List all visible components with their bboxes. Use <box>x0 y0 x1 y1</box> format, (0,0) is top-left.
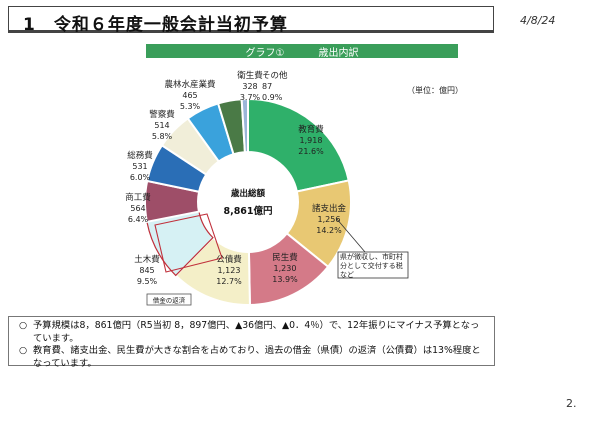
slice-value-label: 1,123 <box>218 266 241 275</box>
slice-percent-label: 21.6% <box>298 147 324 156</box>
slice-percent-label: 3.7% <box>240 93 261 102</box>
unit-label: （単位：億円） <box>407 86 463 95</box>
slice-name-label: 土木費 <box>134 254 160 265</box>
slice-value-label: 1,230 <box>274 264 297 273</box>
callout-note-wrapper: 県が徴収し、市町村分として交付する税など <box>340 253 403 279</box>
center-label: 歳出総額 <box>230 188 266 199</box>
slice-percent-label: 6.0% <box>130 173 151 182</box>
slice-value-label: 531 <box>132 162 147 171</box>
page-title: 1 令和６年度一般会計当初予算 <box>23 15 288 35</box>
slice-percent-label: 5.3% <box>180 102 201 111</box>
callout-line <box>335 217 366 253</box>
slice-name-label: 商工費 <box>125 192 151 203</box>
graph-number-label: グラフ① <box>245 47 285 59</box>
graph-title: 歳出内訳 <box>318 47 359 59</box>
debt-callout-text: 借金の返済 <box>153 296 186 305</box>
slice-name-label: 公債費 <box>216 254 242 265</box>
notes-box: ○ 予算規模は8，861億円（R5当初 8，897億円、▲36億円、▲0．4％）… <box>8 316 495 369</box>
slice-percent-label: 12.7% <box>216 277 242 286</box>
slice-percent-label: 6.4% <box>128 215 149 224</box>
slice-percent-label: 14.2% <box>316 226 342 235</box>
slice-name-label: その他 <box>262 70 288 81</box>
note-bullet: ○ <box>19 345 28 357</box>
slice-name-label: 民生費 <box>272 252 298 263</box>
slice-name-label: 衛生費 <box>237 70 263 81</box>
highlight-outline <box>154 213 223 273</box>
slice-value-label: 845 <box>139 266 154 275</box>
page-number: 2. <box>566 397 577 410</box>
slice-percent-label: 5.8% <box>152 132 173 141</box>
center-value: 8,861億円 <box>223 205 272 217</box>
slice-name-label: 諸支出金 <box>312 203 347 214</box>
slice-group <box>144 97 352 307</box>
debt-callout-box <box>146 293 192 306</box>
slice-percent-label: 9.5% <box>137 277 158 286</box>
slice-name-label: 教育費 <box>298 124 324 135</box>
slice-0 <box>247 97 350 193</box>
note-text: 教育費、諸支出金、民生費が大きな割合を占めており、過去の借金（県債）の返済（公債… <box>33 345 481 369</box>
title-box: 1 令和６年度一般会計当初予算 <box>8 6 494 35</box>
slice-10 <box>240 97 249 154</box>
note-row: ○ 教育費、諸支出金、民生費が大きな割合を占めており、過去の借金（県債）の返済（… <box>19 345 486 370</box>
slice-percent-label: 0.9% <box>262 93 283 102</box>
slice-name-label: 農林水産業費 <box>164 79 216 90</box>
slice-name-label: 警察費 <box>149 109 175 120</box>
note-row: ○ 予算規模は8，861億円（R5当初 8，897億円、▲36億円、▲0．4％）… <box>19 320 486 345</box>
slice-value-label: 328 <box>242 82 257 91</box>
slice-value-label: 1,256 <box>318 215 341 224</box>
slice-value-label: 1,918 <box>300 136 323 145</box>
handwritten-corner-mark: 4/8/24 <box>520 14 556 27</box>
callout-note: 県が徴収し、市町村分として交付する税など <box>340 253 403 279</box>
slice-value-label: 514 <box>154 121 169 130</box>
slice-name-label: 総務費 <box>127 150 153 161</box>
note-text: 予算規模は8，861億円（R5当初 8，897億円、▲36億円、▲0．4％）で、… <box>33 320 480 344</box>
slice-value-label: 87 <box>262 82 272 91</box>
slice-percent-label: 13.9% <box>272 275 298 284</box>
note-bullet: ○ <box>19 320 28 331</box>
graph-banner: グラフ① 歳出内訳 <box>146 44 458 59</box>
callout-box <box>337 251 409 279</box>
slice-value-label: 564 <box>130 204 145 213</box>
slice-value-label: 465 <box>182 91 197 100</box>
